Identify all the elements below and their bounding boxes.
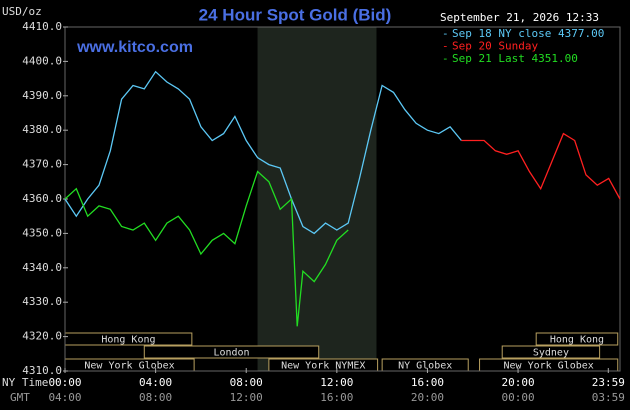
y-tick-label: 4380.0	[22, 123, 62, 136]
x2-axis-label: GMT	[10, 391, 30, 404]
price-line	[64, 70, 462, 235]
x-tick-label: 08:00	[230, 376, 263, 389]
x2-tick-label: 03:59	[592, 391, 625, 404]
x-tick-label: 20:00	[501, 376, 534, 389]
x2-tick-label: 00:00	[501, 391, 534, 404]
x-tick-label: 04:00	[139, 376, 172, 389]
legend-marker: -	[442, 27, 449, 40]
market-hours-shade	[257, 27, 377, 371]
y-tick-label: 4350.0	[22, 226, 62, 239]
chart-title: 24 Hour Spot Gold (Bid)	[199, 5, 392, 24]
session-box	[143, 345, 320, 359]
timestamp: September 21, 2026 12:33	[440, 11, 599, 24]
session-label: NY Globex	[398, 361, 452, 372]
legend-label: Sep 20 Sunday	[452, 40, 538, 53]
y-tick-label: 4390.0	[22, 89, 62, 102]
session-label: London	[213, 348, 249, 359]
y-tick-label: 4360.0	[22, 192, 62, 205]
x-tick-label: 16:00	[411, 376, 444, 389]
price-line	[64, 170, 349, 327]
y-tick-label: 4310.0	[22, 364, 62, 377]
x-tick-label: 23:59	[592, 376, 625, 389]
session-label: Sydney	[533, 348, 569, 359]
y-tick-label: 4330.0	[22, 295, 62, 308]
x2-tick-label: 16:00	[320, 391, 353, 404]
y-tick-label: 4410.0	[22, 20, 62, 33]
legend-label: Sep 21 Last 4351.00	[452, 52, 578, 65]
y-tick-label: 4320.0	[22, 330, 62, 343]
x-tick-label: 00:00	[48, 376, 81, 389]
subtitle: www.kitco.com	[76, 39, 193, 56]
legend-label: Sep 18 NY close 4377.00	[452, 27, 604, 40]
session-label: Hong Kong	[101, 335, 155, 346]
price-line	[461, 132, 621, 200]
session-label: New York Globex	[503, 361, 593, 372]
x2-tick-label: 12:00	[230, 391, 263, 404]
session-box	[501, 345, 601, 359]
x2-tick-label: 04:00	[48, 391, 81, 404]
y-axis-label: USD/oz	[2, 5, 42, 18]
y-tick-label: 4340.0	[22, 261, 62, 274]
y-tick-label: 4370.0	[22, 158, 62, 171]
y-tick-label: 4400.0	[22, 54, 62, 67]
x-axis-label: NY Time	[2, 376, 48, 389]
x2-tick-label: 08:00	[139, 391, 172, 404]
legend-marker: -	[442, 40, 449, 53]
session-label: New York Globex	[84, 361, 174, 372]
x2-tick-label: 20:00	[411, 391, 444, 404]
x-tick-label: 12:00	[320, 376, 353, 389]
session-label: New York NYMEX	[281, 361, 365, 372]
legend-marker: -	[442, 52, 449, 65]
session-box	[535, 332, 619, 346]
session-label: Hong Kong	[550, 335, 604, 346]
